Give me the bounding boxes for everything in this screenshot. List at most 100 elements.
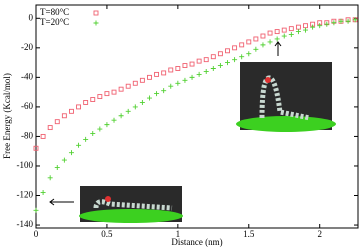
point xyxy=(154,71,160,77)
legend-marker xyxy=(93,20,99,26)
series xyxy=(33,17,358,213)
legend-label: T=80°C xyxy=(40,7,69,17)
x-axis-label: Distance (nm) xyxy=(171,237,222,247)
point xyxy=(303,23,308,29)
point xyxy=(203,68,209,74)
y-tick-label: -140 xyxy=(17,219,34,229)
point xyxy=(118,113,124,119)
x-tick-label: 1.5 xyxy=(243,229,255,239)
point xyxy=(317,23,323,29)
arrow xyxy=(49,198,74,206)
point xyxy=(147,74,152,80)
point xyxy=(267,30,273,36)
point xyxy=(295,24,301,30)
point xyxy=(161,88,167,94)
point xyxy=(189,61,195,67)
point xyxy=(76,104,82,110)
point xyxy=(97,94,103,100)
point xyxy=(132,104,138,110)
point xyxy=(203,57,209,63)
x-tick-label: 1 xyxy=(176,229,181,239)
point xyxy=(168,67,174,73)
point xyxy=(83,100,89,105)
point xyxy=(210,54,216,60)
point xyxy=(118,86,124,92)
point xyxy=(104,91,110,97)
point xyxy=(175,66,181,71)
point xyxy=(310,24,316,30)
point xyxy=(111,117,117,123)
inset-atom xyxy=(265,77,271,83)
y-tick-label: -100 xyxy=(17,160,34,170)
point xyxy=(161,70,167,76)
point xyxy=(345,18,351,24)
y-tick-label: -60 xyxy=(21,101,33,111)
point xyxy=(303,27,309,33)
point xyxy=(224,60,230,66)
point xyxy=(246,39,252,45)
point xyxy=(69,108,74,114)
x-tick-label: 0.5 xyxy=(101,229,113,239)
point xyxy=(139,99,145,105)
point xyxy=(40,190,46,196)
point xyxy=(196,71,202,77)
point xyxy=(33,207,39,213)
point xyxy=(267,39,273,45)
y-tick-label: -80 xyxy=(21,130,33,140)
point xyxy=(139,77,145,83)
inset-surface xyxy=(79,209,183,223)
point xyxy=(182,77,188,83)
point xyxy=(61,157,67,163)
point xyxy=(331,20,337,26)
y-tick-label: -20 xyxy=(21,42,33,52)
y-tick-label: -40 xyxy=(21,71,33,81)
point xyxy=(288,32,294,38)
point xyxy=(132,80,138,86)
point xyxy=(83,136,89,142)
y-axis-label: Free Energy (Kcal/mol) xyxy=(2,73,12,159)
point xyxy=(90,97,96,102)
point xyxy=(352,17,358,23)
point xyxy=(168,83,174,89)
point xyxy=(54,119,60,125)
point xyxy=(288,26,294,32)
point xyxy=(154,91,160,97)
point xyxy=(239,42,245,48)
inset-upper xyxy=(236,62,336,132)
point xyxy=(253,36,259,42)
point xyxy=(33,145,39,151)
point xyxy=(246,51,252,57)
point xyxy=(76,142,82,148)
point xyxy=(90,130,96,136)
arrow xyxy=(274,41,282,56)
legend-label: T=20°C xyxy=(40,17,69,27)
point xyxy=(40,133,46,139)
point xyxy=(324,21,330,27)
point xyxy=(125,83,131,89)
point xyxy=(253,46,259,52)
point xyxy=(47,175,53,181)
inset-atom xyxy=(105,196,111,202)
point xyxy=(125,108,131,114)
legend-marker xyxy=(93,10,99,16)
x-tick-label: 0 xyxy=(34,229,39,239)
point xyxy=(54,164,60,170)
point xyxy=(232,45,238,51)
point xyxy=(196,58,202,64)
point xyxy=(210,66,216,72)
point xyxy=(217,51,223,57)
point xyxy=(47,125,53,131)
point xyxy=(182,63,188,68)
point xyxy=(281,27,287,33)
y-tick-label: 0 xyxy=(29,12,34,22)
inset-lower xyxy=(79,186,183,223)
point xyxy=(175,80,181,86)
point xyxy=(274,36,280,42)
inset-molecule xyxy=(93,199,173,211)
inset-surface xyxy=(236,116,336,132)
point xyxy=(146,95,152,101)
point xyxy=(189,74,195,80)
point xyxy=(274,29,280,35)
x-tick-label: 2 xyxy=(317,229,322,239)
point xyxy=(68,150,74,156)
